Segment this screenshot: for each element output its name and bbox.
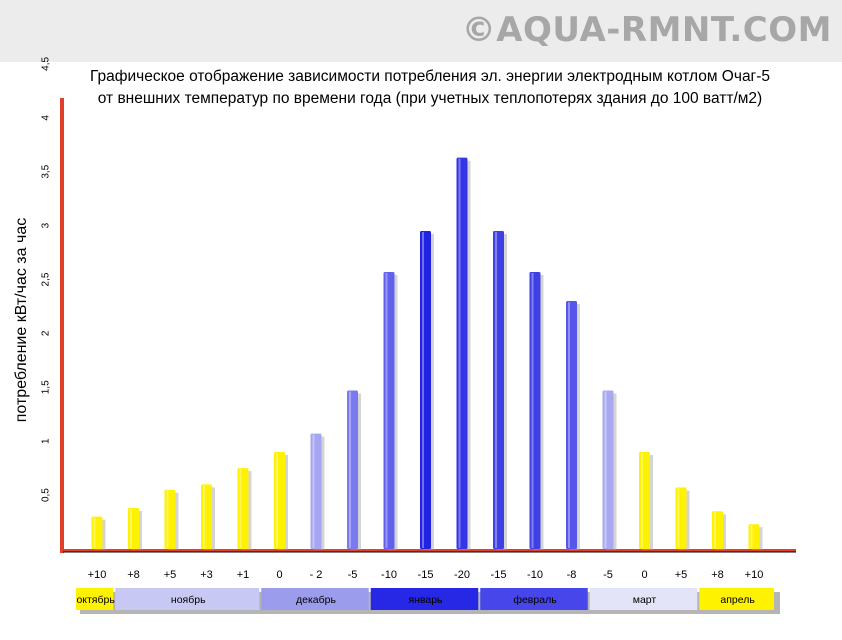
month-0	[76, 588, 114, 610]
x-tick-label: +10	[88, 569, 107, 581]
bar-highlight	[166, 490, 169, 548]
bar-highlight	[458, 158, 461, 548]
month-label: апрель	[720, 594, 755, 606]
x-tick-label: +8	[711, 569, 724, 581]
bar-6	[310, 433, 322, 549]
month-5	[589, 588, 698, 610]
bar-highlight	[349, 391, 351, 548]
bar-14	[602, 390, 614, 549]
bar-highlight	[677, 488, 680, 548]
x-tick-label: 0	[276, 569, 282, 581]
bar-9	[420, 230, 431, 550]
x-tick-label: -15	[418, 569, 434, 581]
bar-13	[566, 301, 577, 549]
y-tick-label: 3	[41, 222, 52, 228]
y-axis-line	[60, 98, 64, 553]
y-tick-label: 1,5	[41, 380, 52, 394]
x-tick-label: +3	[200, 569, 213, 581]
watermark: ©AQUA-RMNT.COM	[461, 10, 832, 50]
bar-11	[493, 230, 504, 550]
bar-highlight	[276, 452, 278, 548]
bar-highlight	[312, 434, 315, 548]
bar-17	[712, 511, 723, 549]
bar-8	[383, 271, 395, 549]
bar-2	[164, 489, 176, 549]
bar-highlight	[130, 509, 132, 548]
bar-7	[347, 390, 358, 549]
x-tick-label: +1	[237, 569, 250, 581]
x-tick-label: -15	[491, 569, 507, 581]
bar-16	[675, 487, 687, 549]
x-tick-label: -20	[454, 569, 470, 581]
x-tick-label: +5	[675, 569, 688, 581]
chart-title-line-2: от внешних температур по времени года (п…	[97, 90, 763, 107]
bar-highlight	[422, 231, 424, 549]
x-axis-line	[60, 549, 796, 552]
watermark-bar	[0, 0, 842, 62]
bar-4	[237, 468, 249, 549]
bar-highlight	[93, 517, 96, 548]
month-6	[699, 588, 774, 610]
bar-5	[274, 451, 285, 549]
bar-10	[456, 157, 468, 549]
x-tick-label: 0	[641, 569, 647, 581]
y-tick-label: 2,5	[41, 272, 52, 286]
x-tick-label: - 2	[310, 569, 323, 581]
bar-15	[639, 451, 650, 549]
month-label: январь	[408, 594, 443, 606]
y-tick-label: 0,5	[41, 488, 52, 502]
y-tick-label: 1	[41, 438, 52, 444]
month-label: декабрь	[296, 594, 336, 606]
y-tick-label: 4	[41, 115, 52, 121]
month-1	[115, 588, 260, 610]
month-label: ноябрь	[171, 594, 206, 606]
chart-title-line-1: Графическое отображение зависимости потр…	[89, 68, 770, 85]
bar-18	[748, 524, 760, 549]
x-tick-label: +5	[164, 569, 177, 581]
x-tick-label: -5	[348, 569, 358, 581]
bar-highlight	[604, 391, 607, 548]
x-tick-label: -10	[527, 569, 543, 581]
month-label: октябрь	[76, 594, 115, 606]
y-tick-label: 4,5	[41, 57, 52, 71]
bar-1	[128, 508, 139, 549]
bar-highlight	[239, 469, 242, 548]
bar-highlight	[495, 231, 497, 549]
bar-highlight	[750, 525, 753, 548]
x-tick-label: -8	[567, 569, 577, 581]
x-tick-label: -10	[381, 569, 397, 581]
x-tick-label: +8	[127, 569, 140, 581]
month-label: февраль	[513, 594, 557, 606]
bar-highlight	[531, 272, 534, 548]
month-label: март	[633, 594, 657, 606]
month-4	[480, 588, 588, 610]
bar-highlight	[568, 302, 570, 548]
month-3	[370, 588, 479, 610]
bar-0	[91, 516, 103, 549]
month-2	[261, 588, 369, 610]
y-tick-label: 2	[41, 330, 52, 336]
bar-12	[529, 271, 541, 549]
bar-highlight	[641, 452, 643, 548]
bar-3	[201, 484, 212, 549]
y-tick-label: 3,5	[41, 164, 52, 178]
x-tick-label: -5	[603, 569, 613, 581]
bar-highlight	[385, 272, 388, 548]
bar-highlight	[714, 512, 716, 548]
bar-highlight	[203, 485, 205, 548]
x-tick-label: +10	[745, 569, 764, 581]
